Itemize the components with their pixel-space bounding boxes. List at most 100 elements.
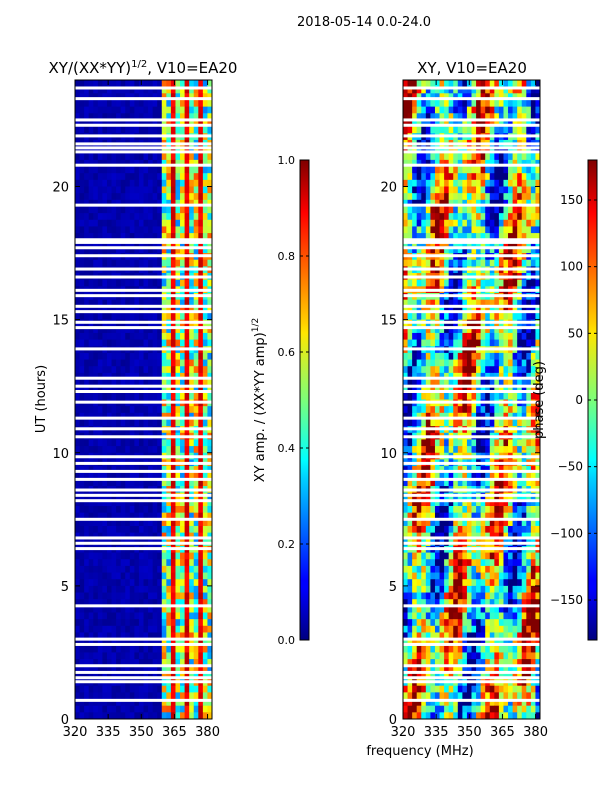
heatmap-cell	[166, 279, 172, 287]
heatmap-cell	[430, 359, 436, 367]
heatmap-cell	[152, 146, 158, 154]
heatmap-cell	[129, 705, 135, 713]
heatmap-cell	[471, 179, 477, 187]
heatmap-cell	[129, 579, 135, 587]
heatmap-cell	[457, 186, 463, 194]
heatmap-cell	[498, 312, 504, 321]
heatmap-cell	[106, 279, 112, 287]
heatmap-cell	[111, 93, 117, 101]
heatmap-cell	[79, 612, 85, 620]
heatmap-cell	[148, 532, 154, 540]
heatmap-cell	[120, 499, 126, 507]
heatmap-cell	[476, 166, 482, 174]
heatmap-cell	[498, 306, 504, 314]
heatmap-cell	[189, 645, 195, 653]
heatmap-cell	[462, 86, 468, 94]
heatmap-cell	[120, 565, 126, 573]
heatmap-cell	[403, 519, 408, 527]
heatmap-cell	[412, 412, 418, 420]
heatmap-cell	[434, 179, 440, 187]
x-tick-label: 335	[96, 725, 121, 740]
heatmap-cell	[184, 499, 190, 507]
heatmap-cell	[125, 372, 131, 380]
heatmap-cell	[88, 173, 94, 181]
heatmap-cell	[444, 119, 450, 127]
heatmap-cell	[102, 312, 108, 321]
heatmap-cell	[462, 479, 468, 487]
heatmap-cell	[111, 699, 117, 707]
heatmap-cell	[521, 306, 527, 314]
heatmap-cell	[416, 439, 422, 447]
heatmap-cell	[138, 326, 144, 334]
heatmap-cell	[198, 565, 204, 573]
heatmap-cell	[180, 312, 185, 321]
heatmap-cell	[184, 159, 190, 167]
heatmap-cell	[148, 386, 154, 394]
heatmap-cell	[106, 625, 112, 633]
heatmap-cell	[166, 206, 172, 214]
heatmap-cell	[129, 665, 135, 673]
heatmap-cell	[407, 472, 413, 480]
heatmap-cell	[175, 153, 181, 161]
heatmap-cell	[79, 86, 85, 94]
heatmap-cell	[476, 299, 482, 307]
heatmap-cell	[462, 166, 468, 174]
heatmap-cell	[425, 359, 431, 367]
heatmap-cell	[116, 559, 122, 567]
heatmap-cell	[189, 592, 195, 600]
heatmap-cell	[471, 193, 477, 201]
heatmap-cell	[462, 359, 468, 367]
heatmap-cell	[535, 226, 541, 234]
heatmap-cell	[170, 532, 176, 540]
heatmap-cell	[143, 552, 149, 560]
heatmap-cell	[180, 219, 185, 227]
heatmap-cell	[134, 146, 140, 154]
heatmap-cell	[129, 519, 135, 527]
heatmap-cell	[129, 632, 135, 640]
heatmap-cell	[434, 259, 440, 267]
heatmap-cell	[166, 699, 172, 707]
heatmap-cell	[129, 339, 135, 347]
heatmap-cell	[448, 146, 454, 154]
heatmap-cell	[97, 512, 103, 520]
heatmap-cell	[97, 506, 103, 514]
heatmap-cell	[175, 106, 181, 114]
heatmap-cell	[111, 552, 117, 560]
heatmap-cell	[521, 153, 527, 161]
heatmap-cell	[161, 552, 167, 560]
left-y-label: UT (hours)	[34, 365, 49, 433]
heatmap-cell	[535, 93, 541, 101]
heatmap-cell	[439, 312, 445, 321]
heatmap-cell	[175, 605, 181, 613]
heatmap-cell	[189, 639, 195, 647]
heatmap-cell	[93, 179, 99, 187]
heatmap-cell	[189, 479, 195, 487]
heatmap-cell	[193, 186, 199, 194]
heatmap-cell	[503, 326, 509, 334]
heatmap-cell	[84, 312, 90, 321]
heatmap-cell	[102, 652, 108, 660]
heatmap-cell	[129, 386, 135, 394]
heatmap-cell	[120, 306, 126, 314]
heatmap-cell	[138, 312, 144, 321]
heatmap-cell	[93, 406, 99, 414]
heatmap-cell	[161, 699, 167, 707]
heatmap-cell	[125, 592, 131, 600]
heatmap-cell	[143, 106, 149, 114]
heatmap-cell	[480, 206, 486, 214]
heatmap-cell	[494, 106, 500, 114]
heatmap-cell	[535, 259, 541, 267]
heatmap-cell	[503, 113, 509, 121]
heatmap-cell	[75, 159, 80, 167]
heatmap-cell	[457, 246, 463, 254]
heatmap-cell	[526, 472, 532, 480]
heatmap-cell	[189, 233, 195, 241]
heatmap-cell	[157, 525, 163, 534]
heatmap-cell	[79, 233, 85, 241]
heatmap-cell	[125, 665, 131, 673]
heatmap-cell	[517, 213, 523, 221]
heatmap-cell	[180, 386, 185, 394]
heatmap-cell	[521, 93, 527, 101]
heatmap-cell	[134, 99, 140, 108]
heatmap-cell	[202, 193, 208, 201]
